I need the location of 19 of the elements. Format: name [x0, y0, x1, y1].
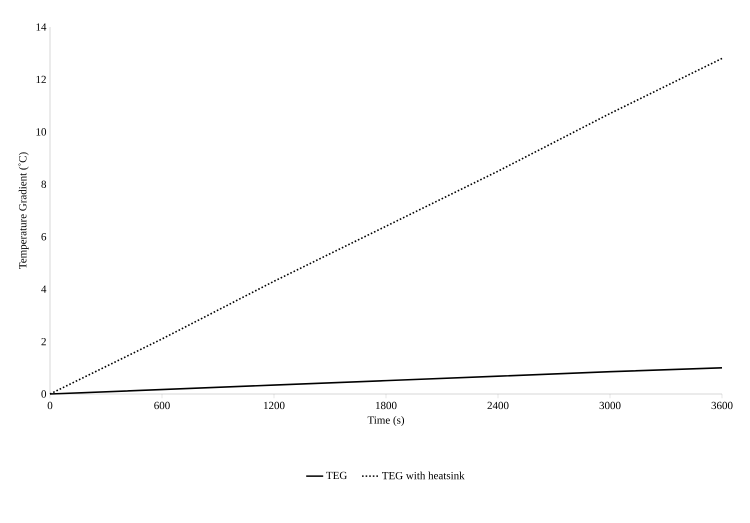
y-tick-label: 12 [36, 76, 46, 84]
legend-label: TEG with heatsink [382, 472, 465, 480]
x-tick-label: 1800 [376, 402, 397, 410]
y-axis-title: Temperature Gradient (˚C) [18, 152, 29, 269]
x-tick-label: 2400 [488, 402, 509, 410]
legend-label: TEG [326, 472, 347, 480]
x-tick-label: 3000 [600, 402, 621, 410]
x-tick-label: 1200 [264, 402, 285, 410]
x-tick-label: 3600 [712, 402, 733, 410]
y-tick-label: 8 [41, 180, 46, 188]
x-tick-label: 600 [154, 402, 170, 410]
x-axis-title: Time (s) [368, 416, 404, 426]
y-tick-label: 4 [41, 286, 46, 293]
y-tick-label: 10 [36, 128, 46, 136]
x-tick-label: 0 [48, 402, 52, 410]
y-tick-label: 0 [41, 390, 46, 398]
y-tick-label: 2 [41, 338, 46, 346]
y-tick-label: 14 [36, 23, 46, 31]
y-tick-label: 6 [41, 233, 46, 240]
